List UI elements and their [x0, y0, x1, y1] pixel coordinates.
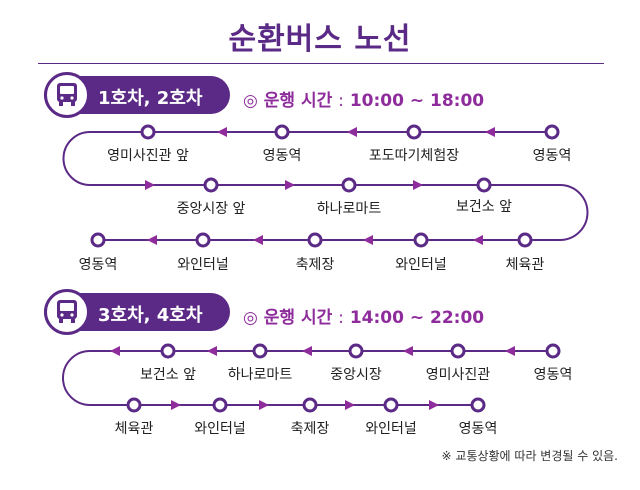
arrow-left-icon — [217, 127, 227, 137]
stop-dot — [252, 343, 268, 359]
route-2-stop: 보건소 앞 — [140, 367, 196, 383]
arrow-right-icon — [413, 180, 423, 190]
route-2-stop: 와인터널 — [194, 421, 246, 437]
route-1-hours: ◎ 운행 시간 : 10:00 ~ 18:00 — [243, 86, 484, 111]
route-1-stop: 체육관 — [505, 257, 545, 273]
arrow-right-icon — [145, 180, 155, 190]
disclaimer-note: ※ 교통상황에 따라 변경될 수 있음. — [441, 449, 618, 463]
route-2-line — [62, 350, 552, 406]
stop-dot — [476, 177, 492, 193]
arrow-left-icon — [207, 346, 217, 356]
route-1-line — [62, 131, 589, 241]
stop-dot — [302, 397, 318, 413]
stop-dot — [517, 232, 533, 248]
arrow-left-icon — [473, 235, 483, 245]
stop-dot — [470, 397, 486, 413]
arrow-left-icon — [403, 346, 413, 356]
page-title: 순환버스 노선 — [228, 22, 412, 57]
stop-dot — [406, 124, 422, 140]
arrow-left-icon — [347, 127, 357, 137]
route-2-stop: 와인터널 — [365, 421, 417, 437]
arrow-left-icon — [147, 235, 157, 245]
stop-dot — [348, 343, 364, 359]
route-2-hours-value: 14:00 ~ 22:00 — [349, 308, 485, 328]
route-1-stop: 와인터널 — [395, 257, 447, 273]
stop-dot — [126, 397, 142, 413]
route-1-stop: 영동역 — [532, 148, 572, 164]
arrow-right-icon — [259, 400, 269, 410]
stop-dot — [450, 343, 466, 359]
route-2-stop: 축제장 — [290, 421, 330, 437]
route-2-stop: 체육관 — [114, 421, 154, 437]
route-1-badge: 1호차, 2호차 — [44, 72, 230, 118]
route-2-stop: 영미사진관 — [425, 367, 491, 383]
stop-dot — [140, 124, 156, 140]
bus-icon — [44, 72, 90, 118]
route-1-stop: 축제장 — [295, 257, 335, 273]
route-2-hours-sep: : — [338, 308, 344, 328]
route-1-stop: 영미사진관 앞 — [107, 148, 189, 164]
route-2-stop: 중앙시장 — [330, 367, 382, 383]
stop-dot — [274, 124, 290, 140]
arrow-left-icon — [363, 235, 373, 245]
route-1-hours-value: 10:00 ~ 18:00 — [349, 91, 485, 111]
arrow-left-icon — [485, 127, 495, 137]
route-2-badge: 3호차, 4호차 — [44, 289, 230, 335]
title-divider — [38, 63, 604, 64]
arrow-right-icon — [429, 400, 439, 410]
route-1-stop: 와인터널 — [177, 257, 229, 273]
arrow-right-icon — [345, 400, 355, 410]
route-1-label: 1호차, 2호차 — [98, 88, 203, 109]
route-1-stop: 영동역 — [262, 148, 302, 164]
stop-dot — [203, 177, 219, 193]
route-2-hours-label: ◎ 운행 시간 — [243, 308, 333, 328]
arrow-left-icon — [302, 346, 312, 356]
stop-dot — [212, 397, 228, 413]
arrow-right-icon — [285, 180, 295, 190]
stop-dot — [341, 177, 357, 193]
route-2-label: 3호차, 4호차 — [98, 305, 203, 326]
stop-dot — [90, 232, 106, 248]
arrow-left-icon — [505, 346, 515, 356]
route-1-stop: 포도따기체험장 — [368, 148, 460, 164]
route-2-stop: 영동역 — [458, 421, 498, 437]
stop-dot — [307, 232, 323, 248]
arrow-right-icon — [171, 400, 181, 410]
stop-dot — [413, 232, 429, 248]
stop-dot — [544, 124, 560, 140]
bus-icon — [44, 289, 90, 335]
stop-dot — [383, 397, 399, 413]
route-1-stop: 보건소 앞 — [456, 199, 512, 215]
stop-dot — [545, 343, 561, 359]
arrow-left-icon — [253, 235, 263, 245]
route-2-stop: 하나로마트 — [227, 367, 293, 383]
route-2-hours: ◎ 운행 시간 : 14:00 ~ 22:00 — [243, 303, 484, 328]
route-2-stop: 영동역 — [533, 367, 573, 383]
route-1-stop: 중앙시장 앞 — [176, 201, 246, 217]
stop-dot — [160, 343, 176, 359]
route-1-hours-sep: : — [338, 91, 344, 111]
route-1-hours-label: ◎ 운행 시간 — [243, 91, 333, 111]
arrow-left-icon — [110, 346, 120, 356]
route-1-stop: 하나로마트 — [316, 201, 382, 217]
route-1-stop: 영동역 — [78, 257, 118, 273]
stop-dot — [195, 232, 211, 248]
